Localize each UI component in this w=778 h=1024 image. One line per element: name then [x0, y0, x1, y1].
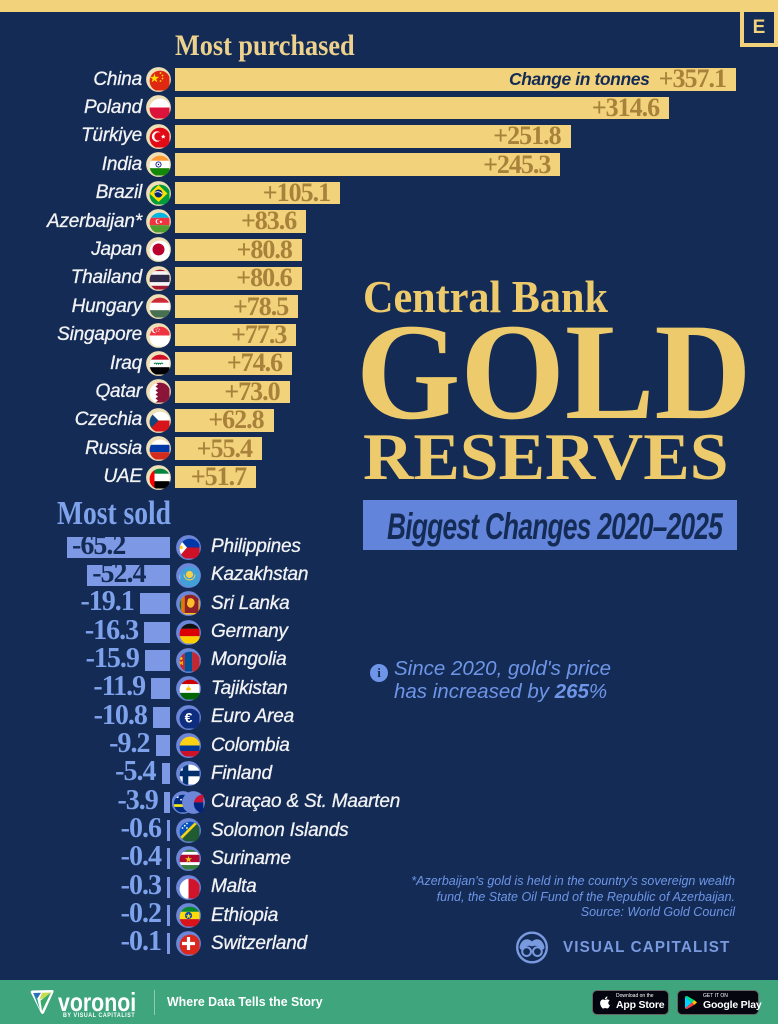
svg-text:€: € — [185, 709, 193, 725]
